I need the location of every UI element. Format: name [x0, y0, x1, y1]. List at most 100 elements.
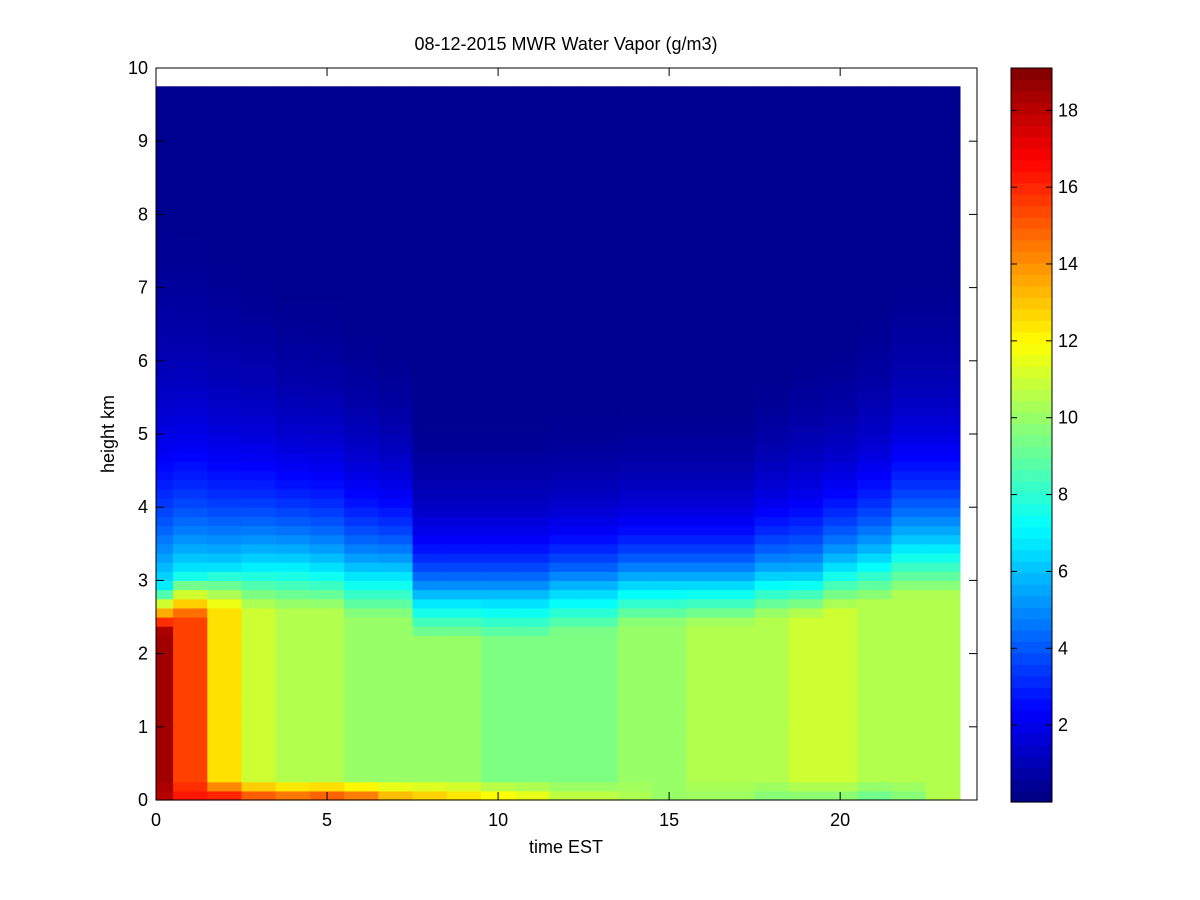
heatmap-cell [173, 543, 208, 554]
heatmap-cell [686, 287, 722, 298]
heatmap-cell [857, 415, 893, 426]
heatmap-cell [754, 232, 790, 243]
heatmap-cell [344, 132, 379, 142]
heatmap-cell [891, 790, 927, 801]
heatmap-cell [754, 644, 790, 655]
heatmap-cell [275, 580, 311, 591]
heatmap-cell [720, 681, 756, 691]
heatmap-cell [378, 241, 414, 252]
heatmap-cell [857, 223, 893, 234]
heatmap-cell [207, 214, 243, 225]
heatmap-cell [378, 452, 414, 463]
heatmap-cell [754, 406, 790, 417]
heatmap-cell [754, 351, 790, 362]
heatmap-cell [754, 534, 790, 545]
heatmap-cell [583, 498, 619, 508]
heatmap-cell [309, 388, 345, 398]
heatmap-cell [173, 424, 208, 435]
heatmap-cell [823, 708, 858, 719]
heatmap-cell [207, 434, 243, 444]
heatmap-cell [788, 726, 824, 737]
heatmap-cell [583, 251, 619, 261]
heatmap-cell [309, 745, 345, 755]
heatmap-cell [173, 434, 208, 444]
heatmap-cell [652, 507, 687, 517]
heatmap-cell [788, 415, 824, 426]
heatmap-cell [309, 443, 345, 453]
heatmap-cell [241, 168, 277, 179]
heatmap-cell [754, 333, 790, 344]
heatmap-cell [823, 598, 858, 609]
heatmap-cell [686, 699, 722, 710]
heatmap-cell [617, 735, 653, 746]
heatmap-cell [480, 434, 516, 444]
heatmap-cell [156, 287, 174, 298]
heatmap-cell [720, 662, 756, 673]
heatmap-cell [515, 379, 550, 389]
heatmap-cell [583, 104, 619, 115]
heatmap-cell [857, 461, 893, 472]
heatmap-cell [344, 424, 379, 435]
heatmap-cell [823, 617, 858, 627]
heatmap-cell [720, 214, 756, 225]
heatmap-cell [823, 424, 858, 435]
heatmap-cell [891, 388, 927, 398]
heatmap-cell [823, 580, 858, 591]
heatmap-cell [309, 681, 345, 691]
heatmap-cell [652, 296, 687, 307]
heatmap-cell [754, 617, 790, 627]
heatmap-cell [720, 315, 756, 325]
heatmap-cell [686, 196, 722, 206]
heatmap-cell [754, 726, 790, 737]
heatmap-cell [583, 415, 619, 426]
heatmap-cell [344, 653, 379, 664]
heatmap-cell [617, 132, 653, 142]
heatmap-cell [309, 754, 345, 764]
heatmap-cell [857, 443, 893, 453]
heatmap-cell [652, 360, 687, 371]
heatmap-cell [720, 278, 756, 289]
heatmap-cell [156, 671, 174, 682]
heatmap-cell [344, 525, 379, 536]
heatmap-cell [309, 159, 345, 170]
heatmap-cell [378, 772, 414, 783]
heatmap-cell [309, 607, 345, 618]
heatmap-cell [480, 113, 516, 124]
heatmap-cell [515, 159, 550, 170]
y-tick-label: 9 [138, 131, 148, 151]
heatmap-cell [549, 141, 585, 151]
heatmap-cell [156, 132, 174, 142]
heatmap-cell [378, 315, 414, 325]
colorbar-segment [1011, 721, 1052, 734]
heatmap-cell [925, 562, 961, 572]
heatmap-cell [549, 507, 585, 517]
heatmap-cell [275, 644, 311, 655]
heatmap-cell [515, 141, 550, 151]
heatmap-cell [617, 342, 653, 353]
heatmap-cell [891, 507, 927, 517]
heatmap-cell [309, 498, 345, 508]
heatmap-cell [446, 104, 482, 115]
y-tick-label: 5 [138, 424, 148, 444]
heatmap-cell [788, 443, 824, 453]
heatmap-cell [156, 379, 174, 389]
heatmap-cell [480, 607, 516, 618]
heatmap-cell [686, 516, 722, 527]
heatmap-cell [617, 571, 653, 581]
heatmap-cell [925, 470, 961, 481]
heatmap-cell [173, 598, 208, 609]
heatmap-cell [617, 781, 653, 792]
heatmap-cell [309, 196, 345, 206]
heatmap-cell [344, 571, 379, 581]
heatmap-cell [788, 562, 824, 572]
heatmap-cell [207, 699, 243, 710]
heatmap-cell [686, 388, 722, 398]
colorbar-segment [1011, 412, 1052, 425]
heatmap-cell [891, 196, 927, 206]
heatmap-cell [207, 223, 243, 234]
heatmap-cell [823, 351, 858, 362]
heatmap-cell [515, 626, 550, 636]
heatmap-cell [583, 196, 619, 206]
heatmap-cell [617, 159, 653, 170]
heatmap-cell [891, 562, 927, 572]
